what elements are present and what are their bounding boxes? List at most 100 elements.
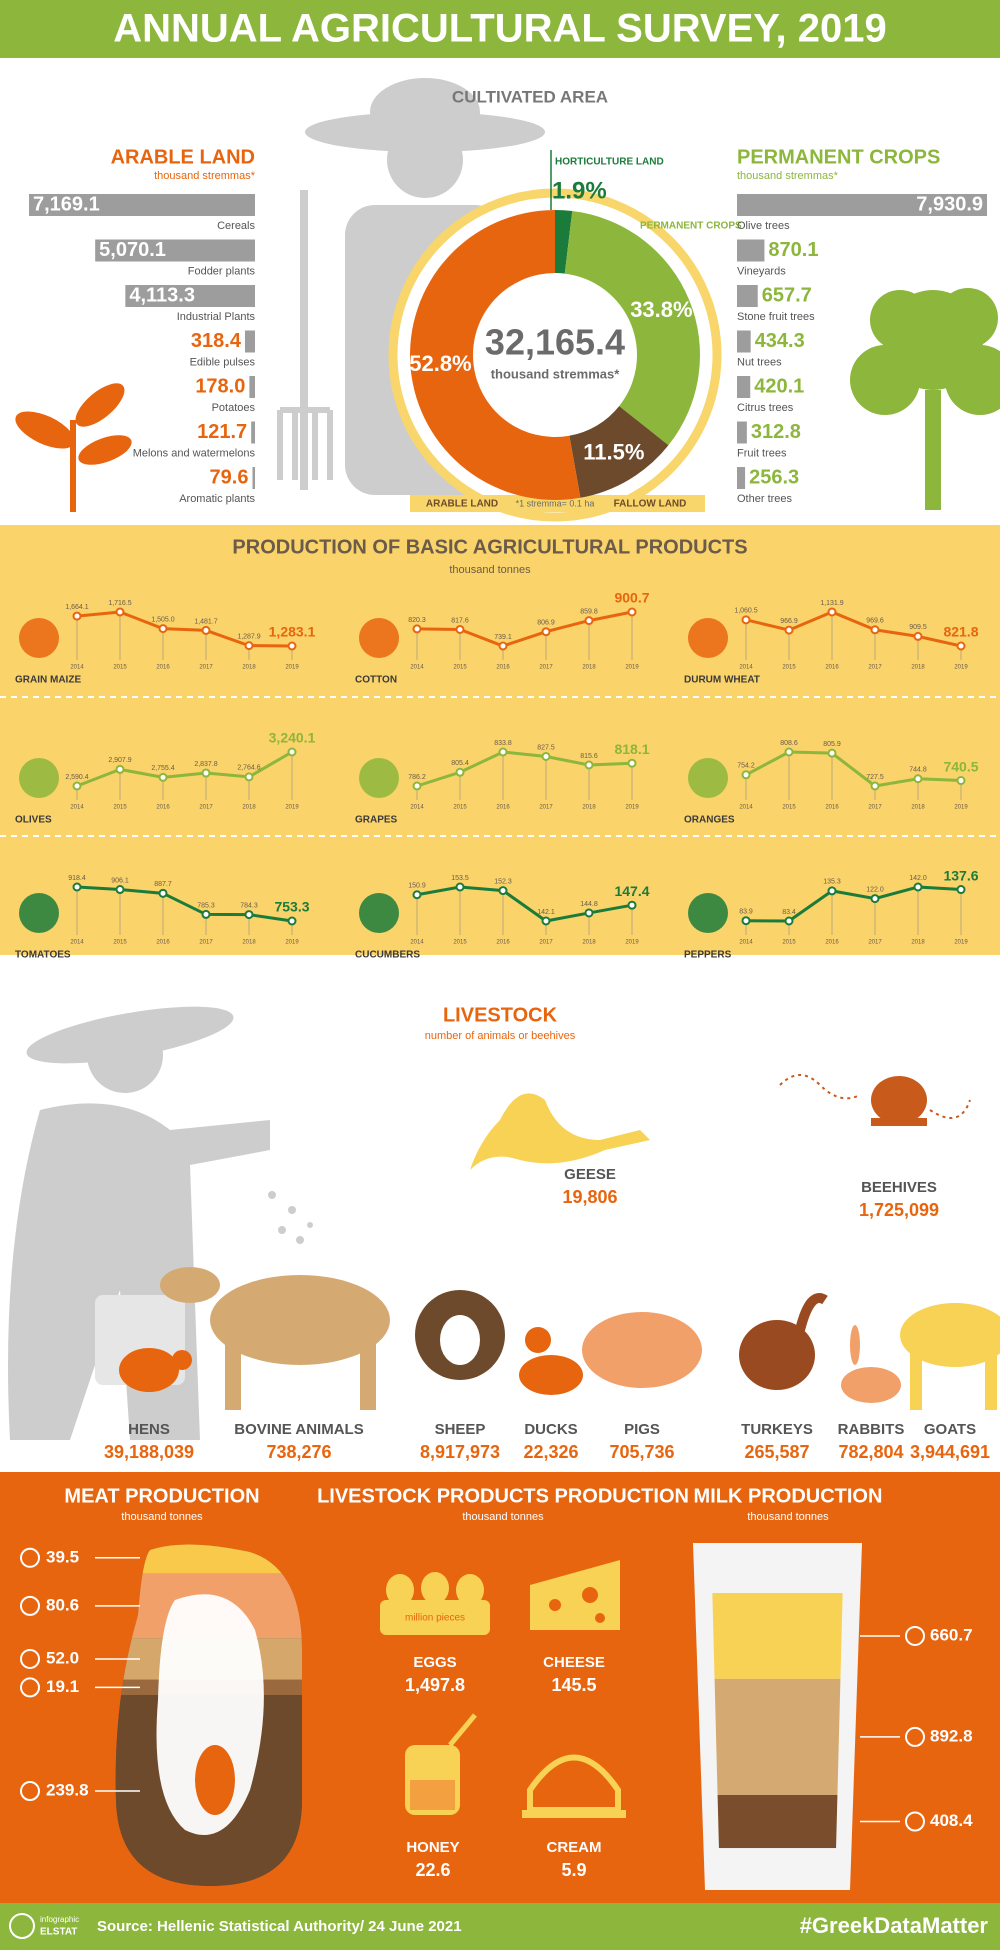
value-label: 900.7 bbox=[614, 590, 649, 606]
animal-icon bbox=[20, 1648, 40, 1669]
year-label: 2017 bbox=[868, 665, 882, 671]
product-name: TOMATOES bbox=[15, 950, 71, 961]
product-point bbox=[913, 631, 923, 641]
animal-count: 39,188,039 bbox=[104, 1442, 194, 1462]
product-name: HONEY bbox=[406, 1839, 459, 1856]
product-point bbox=[913, 882, 923, 892]
milk-layer bbox=[712, 1678, 843, 1795]
segment-label: 52.8% bbox=[409, 351, 471, 376]
product-point bbox=[158, 888, 168, 898]
value-label: 135.3 bbox=[823, 879, 841, 886]
product-point bbox=[784, 747, 794, 757]
product-point bbox=[541, 752, 551, 761]
list-title: ARABLE LAND bbox=[111, 146, 255, 168]
product-point bbox=[741, 916, 751, 926]
segment-name: PERMANENT CROPS bbox=[640, 221, 742, 232]
animal-icon bbox=[20, 1781, 40, 1802]
segment-label: 1.9% bbox=[552, 177, 607, 204]
segment-name: FALLOW LAND bbox=[614, 499, 687, 510]
value-label: 2,755.4 bbox=[151, 765, 174, 772]
bar-name: Melons and watermelons bbox=[133, 447, 256, 459]
product-point bbox=[956, 885, 966, 895]
bar-label: 434.3 bbox=[755, 330, 805, 352]
year-label: 2017 bbox=[199, 665, 213, 671]
year-label: 2018 bbox=[242, 805, 256, 811]
section-unit: number of animals or beehives bbox=[425, 1030, 576, 1042]
bar bbox=[29, 194, 255, 216]
animal-icons bbox=[119, 1074, 1000, 1410]
product-point bbox=[287, 641, 297, 651]
product-icon bbox=[688, 893, 728, 933]
product-point bbox=[913, 774, 923, 784]
bar bbox=[249, 376, 255, 398]
bar bbox=[737, 239, 765, 262]
product-point bbox=[115, 607, 125, 617]
product-point bbox=[541, 916, 551, 926]
value-label: 784.3 bbox=[240, 902, 258, 909]
section-title: PRODUCTION OF BASIC AGRICULTURAL PRODUCT… bbox=[232, 536, 747, 558]
product-name: COTTON bbox=[355, 675, 397, 686]
product-point bbox=[584, 760, 594, 770]
value-label: 3,240.1 bbox=[269, 730, 316, 746]
value-label: 1,060.5 bbox=[734, 608, 757, 615]
animal-name: PIGS bbox=[624, 1421, 660, 1438]
value-label: 821.8 bbox=[943, 624, 978, 640]
year-label: 2015 bbox=[113, 940, 127, 946]
product-point bbox=[455, 624, 465, 634]
product-point bbox=[584, 908, 594, 918]
section-unit: thousand tonnes bbox=[462, 1511, 544, 1523]
farmer-illustration bbox=[277, 78, 545, 495]
value-label: 887.7 bbox=[154, 881, 172, 888]
animal-icon bbox=[20, 1547, 40, 1568]
year-label: 2018 bbox=[582, 805, 596, 811]
product-point bbox=[455, 882, 465, 892]
product-name: ORANGES bbox=[684, 815, 735, 826]
year-label: 2019 bbox=[954, 805, 968, 811]
animal-name: DUCKS bbox=[524, 1421, 577, 1438]
product-point bbox=[412, 781, 422, 791]
year-label: 2017 bbox=[868, 940, 882, 946]
animal-count: 1,725,099 bbox=[859, 1200, 939, 1220]
year-label: 2015 bbox=[453, 665, 467, 671]
milk-layer bbox=[712, 1794, 843, 1849]
bar-name: Fodder plants bbox=[188, 265, 256, 277]
value-label: 144.8 bbox=[580, 901, 598, 908]
section-unit: thousand tonnes bbox=[121, 1511, 203, 1523]
bone-marrow bbox=[195, 1745, 235, 1815]
product-point bbox=[412, 624, 422, 634]
product-point bbox=[870, 781, 880, 791]
bar-label: 870.1 bbox=[768, 239, 818, 261]
section-title: LIVESTOCK bbox=[443, 1004, 558, 1026]
product-icon bbox=[359, 758, 399, 798]
product-point bbox=[158, 772, 168, 782]
logo-text: ELSTAT bbox=[40, 1927, 77, 1938]
bar-label: 178.0 bbox=[195, 375, 245, 397]
bar-name: Vineyards bbox=[737, 265, 786, 277]
meat-label: 80.6 bbox=[46, 1595, 79, 1614]
bar-name: Nut trees bbox=[737, 356, 782, 368]
meat-label: 19.1 bbox=[46, 1677, 79, 1696]
milk-label: 408.4 bbox=[930, 1811, 973, 1830]
year-label: 2014 bbox=[70, 940, 84, 946]
donut-segment bbox=[410, 210, 581, 500]
year-label: 2019 bbox=[285, 665, 299, 671]
value-label: 2,837.8 bbox=[194, 761, 217, 768]
value-label: 805.9 bbox=[823, 741, 841, 748]
year-label: 2014 bbox=[739, 805, 753, 811]
product-line bbox=[76, 885, 293, 923]
year-label: 2015 bbox=[782, 940, 796, 946]
animal-count: 738,276 bbox=[266, 1442, 331, 1462]
bar-name: Olive trees bbox=[737, 220, 790, 232]
year-label: 2018 bbox=[911, 665, 925, 671]
product-point bbox=[784, 625, 794, 635]
donut-segment bbox=[564, 211, 700, 446]
product-line bbox=[416, 610, 633, 648]
animal-name: BEEHIVES bbox=[861, 1179, 937, 1196]
bar bbox=[252, 467, 255, 489]
product-point bbox=[201, 625, 211, 635]
source: Source: Hellenic Statistical Authority/ … bbox=[97, 1918, 462, 1935]
meat-label: 52.0 bbox=[46, 1648, 79, 1667]
bar-label: 79.6 bbox=[210, 466, 249, 488]
segment-label: 33.8% bbox=[630, 297, 692, 322]
